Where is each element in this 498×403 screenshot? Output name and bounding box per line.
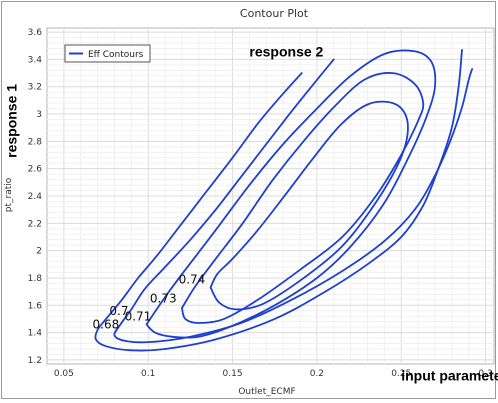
x-tick-label: 0.1: [141, 369, 155, 379]
y-tick-label: 1.2: [28, 356, 42, 366]
contour-line-0.7: [113, 58, 473, 344]
y-tick-label: 2: [36, 247, 42, 257]
legend-box: [64, 44, 151, 63]
contour-lines: [94, 49, 473, 352]
x-tick-label: 0.3: [478, 369, 492, 379]
y-tick-label: 3.2: [28, 83, 42, 93]
contour-line-0.73: [181, 72, 425, 324]
legend: Eff Contours: [64, 44, 151, 63]
y-tick-label: 2.2: [28, 219, 42, 229]
x-axis-label: Outlet_ECMF: [238, 387, 295, 397]
x-tick-label: 0.05: [54, 369, 74, 379]
y-tick-label: 2.8: [28, 137, 43, 147]
y-axis-label: pt_ratio: [4, 177, 14, 212]
y-tick-label: 3.4: [28, 55, 43, 65]
contour-label-0.7: 0.7: [109, 304, 128, 318]
annotation-1: response 2: [249, 44, 323, 60]
x-tick-label: 0.15: [223, 369, 243, 379]
annotation-3: input parameter 1: [401, 367, 498, 383]
y-tick-label: 1.8: [28, 274, 43, 284]
x-tick-label: 0.2: [310, 369, 324, 379]
y-tick-label: 3.6: [28, 28, 43, 38]
y-tick-label: 1.4: [28, 329, 43, 339]
x-tick-labels: 0.05 0.1 0.15 0.2 0.25 0.3: [54, 369, 493, 379]
annotation-2: response 1: [4, 84, 20, 158]
contour-label-0.68: 0.68: [93, 317, 120, 331]
contour-line-0.71: [145, 49, 437, 339]
y-tick-label: 2.4: [28, 192, 43, 202]
contour-label-0.73: 0.73: [150, 292, 177, 306]
chart-title: Contour Plot: [240, 7, 309, 20]
legend-entry-label: Eff Contours: [88, 50, 144, 60]
contour-label-0.71: 0.71: [125, 309, 152, 323]
y-tick-label: 3: [36, 110, 42, 120]
contour-line-0.68: [94, 49, 463, 352]
annotations: response 2 response 1 input parameter 1: [4, 44, 498, 384]
contour-label-0.74: 0.74: [179, 272, 206, 286]
contour-line-0.74: [209, 100, 409, 311]
contour-labels: 0.680.70.71 0.730.74: [93, 272, 206, 331]
x-tick-label: 0.25: [391, 369, 411, 379]
y-tick-label: 2.6: [28, 165, 43, 175]
y-tick-label: 1.6: [28, 301, 43, 311]
y-tick-labels: 1.2 1.4 1.6 1.8 2 2.2 2.4 2.6 2.8 3 3.2 3.4 3.6: [28, 28, 43, 366]
